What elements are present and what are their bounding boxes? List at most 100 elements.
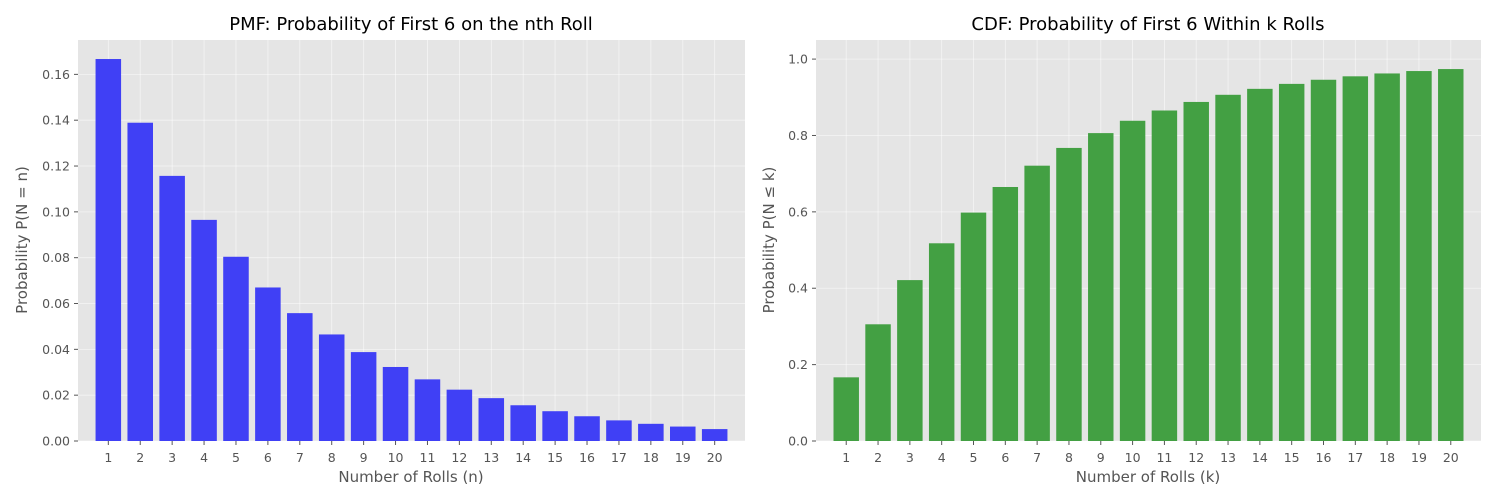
pmf-x-tick-label: 4 [200, 450, 208, 465]
cdf-x-tick-label: 11 [1156, 450, 1172, 465]
pmf-y-tick-label: 0.08 [42, 250, 70, 265]
pmf-y-tick-label: 0.10 [42, 204, 70, 219]
pmf-x-tick-label: 14 [515, 450, 531, 465]
pmf-x-tick-label: 3 [168, 450, 176, 465]
cdf-bar-6 [992, 186, 1019, 441]
cdf-x-tick-label: 5 [970, 450, 978, 465]
pmf-bar-15 [542, 411, 568, 441]
cdf-bar-19 [1406, 71, 1432, 441]
pmf-bar-17 [606, 420, 632, 441]
pmf-x-tick-label: 20 [707, 450, 723, 465]
cdf-bar-5 [960, 212, 987, 441]
cdf-x-tick-label: 8 [1065, 450, 1073, 465]
cdf-x-tick-label: 20 [1443, 450, 1459, 465]
cdf-x-tick-label: 17 [1347, 450, 1363, 465]
pmf-x-tick-label: 5 [232, 450, 240, 465]
cdf-bar-11 [1151, 110, 1178, 441]
pmf-bar-1 [95, 59, 122, 441]
cdf-x-tick-label: 3 [906, 450, 914, 465]
pmf-chart-title: PMF: Probability of First 6 on the nth R… [229, 14, 593, 35]
cdf-bar-4 [928, 243, 955, 441]
cdf-bar-8 [1056, 147, 1082, 442]
pmf-x-tick-label: 19 [675, 450, 691, 465]
cdf-y-tick-label: 0.6 [788, 204, 808, 219]
cdf-bar-7 [1024, 165, 1050, 441]
pmf-bar-20 [701, 429, 728, 441]
pmf-x-tick-label: 11 [420, 450, 436, 465]
cdf-x-tick-label: 12 [1188, 450, 1204, 465]
pmf-y-tick-label: 0.06 [42, 296, 70, 311]
pmf-x-axis-label: Number of Rolls (n) [338, 468, 483, 486]
cdf-bar-3 [897, 280, 923, 441]
pmf-bar-8 [318, 334, 345, 441]
pmf-bar-19 [670, 426, 696, 441]
pmf-bar-12 [446, 389, 473, 441]
cdf-bar-15 [1278, 83, 1305, 441]
pmf-x-tick-label: 13 [483, 450, 499, 465]
pmf-x-tick-label: 1 [104, 450, 112, 465]
cdf-bar-10 [1119, 120, 1146, 441]
pmf-bar-4 [191, 219, 217, 441]
pmf-y-tick-label: 0.04 [42, 342, 70, 357]
pmf-x-tick-label: 12 [451, 450, 467, 465]
cdf-bar-13 [1215, 94, 1241, 441]
cdf-y-axis-label: Probability P(N ≤ k) [760, 167, 778, 314]
cdf-bar-17 [1342, 76, 1369, 441]
pmf-bar-9 [350, 352, 377, 441]
cdf-x-tick-label: 14 [1252, 450, 1268, 465]
cdf-x-tick-label: 4 [938, 450, 946, 465]
cdf-y-tick-label: 0.4 [788, 281, 808, 296]
cdf-bar-18 [1374, 73, 1400, 441]
cdf-x-tick-label: 16 [1316, 450, 1332, 465]
pmf-bar-16 [574, 416, 600, 441]
cdf-x-tick-label: 15 [1284, 450, 1300, 465]
cdf-bar-16 [1310, 79, 1337, 441]
cdf-x-tick-label: 2 [874, 450, 882, 465]
cdf-bar-1 [833, 377, 859, 441]
pmf-bar-10 [382, 366, 409, 441]
pmf-x-tick-label: 9 [360, 450, 368, 465]
cdf-x-tick-label: 1 [842, 450, 850, 465]
cdf-x-tick-label: 19 [1411, 450, 1427, 465]
cdf-x-tick-label: 6 [1001, 450, 1009, 465]
pmf-x-tick-label: 7 [296, 450, 304, 465]
cdf-y-tick-label: 0.2 [788, 357, 808, 372]
pmf-x-tick-label: 16 [579, 450, 595, 465]
pmf-bar-6 [255, 287, 281, 441]
cdf-y-tick-label: 1.0 [788, 52, 808, 67]
pmf-bar-7 [287, 313, 313, 441]
cdf-y-tick-label: 0.8 [788, 128, 808, 143]
pmf-x-tick-label: 10 [388, 450, 404, 465]
cdf-bar-20 [1438, 69, 1464, 441]
cdf-chart: 0.00.20.40.60.81.01 2 3 4 5 6 7 8 9 10 11 12 13 14 15 1… [760, 14, 1481, 486]
cdf-x-tick-label: 13 [1220, 450, 1236, 465]
pmf-bar-5 [223, 256, 249, 441]
pmf-x-tick-label: 17 [611, 450, 627, 465]
pmf-x-tick-label: 6 [264, 450, 272, 465]
cdf-bar-12 [1183, 101, 1209, 442]
pmf-plot-area [78, 40, 745, 441]
cdf-y-tick-label: 0.0 [788, 434, 808, 449]
pmf-x-tick-label: 18 [643, 450, 659, 465]
pmf-y-axis-label: Probability P(N = n) [13, 166, 31, 314]
cdf-chart-title: CDF: Probability of First 6 Within k Rol… [971, 14, 1324, 35]
cdf-x-tick-label: 18 [1379, 450, 1395, 465]
cdf-bar-14 [1247, 88, 1273, 442]
cdf-bar-2 [865, 324, 891, 441]
cdf-x-tick-label: 10 [1125, 450, 1141, 465]
pmf-x-tick-label: 15 [547, 450, 563, 465]
pmf-chart: 0.000.020.040.060.080.100.120.140.161 2 3 4… [13, 14, 745, 486]
cdf-x-axis-label: Number of Rolls (k) [1076, 468, 1221, 486]
pmf-bar-14 [510, 405, 536, 441]
pmf-bar-11 [414, 379, 441, 441]
cdf-plot-area [816, 40, 1481, 441]
cdf-bar-9 [1088, 133, 1114, 441]
pmf-y-tick-label: 0.16 [42, 67, 70, 82]
pmf-bar-18 [638, 423, 664, 441]
pmf-y-tick-label: 0.12 [42, 159, 70, 174]
pmf-y-tick-label: 0.14 [42, 113, 70, 128]
cdf-x-tick-label: 9 [1097, 450, 1105, 465]
pmf-y-tick-label: 0.00 [42, 434, 70, 449]
cdf-x-tick-label: 7 [1033, 450, 1041, 465]
